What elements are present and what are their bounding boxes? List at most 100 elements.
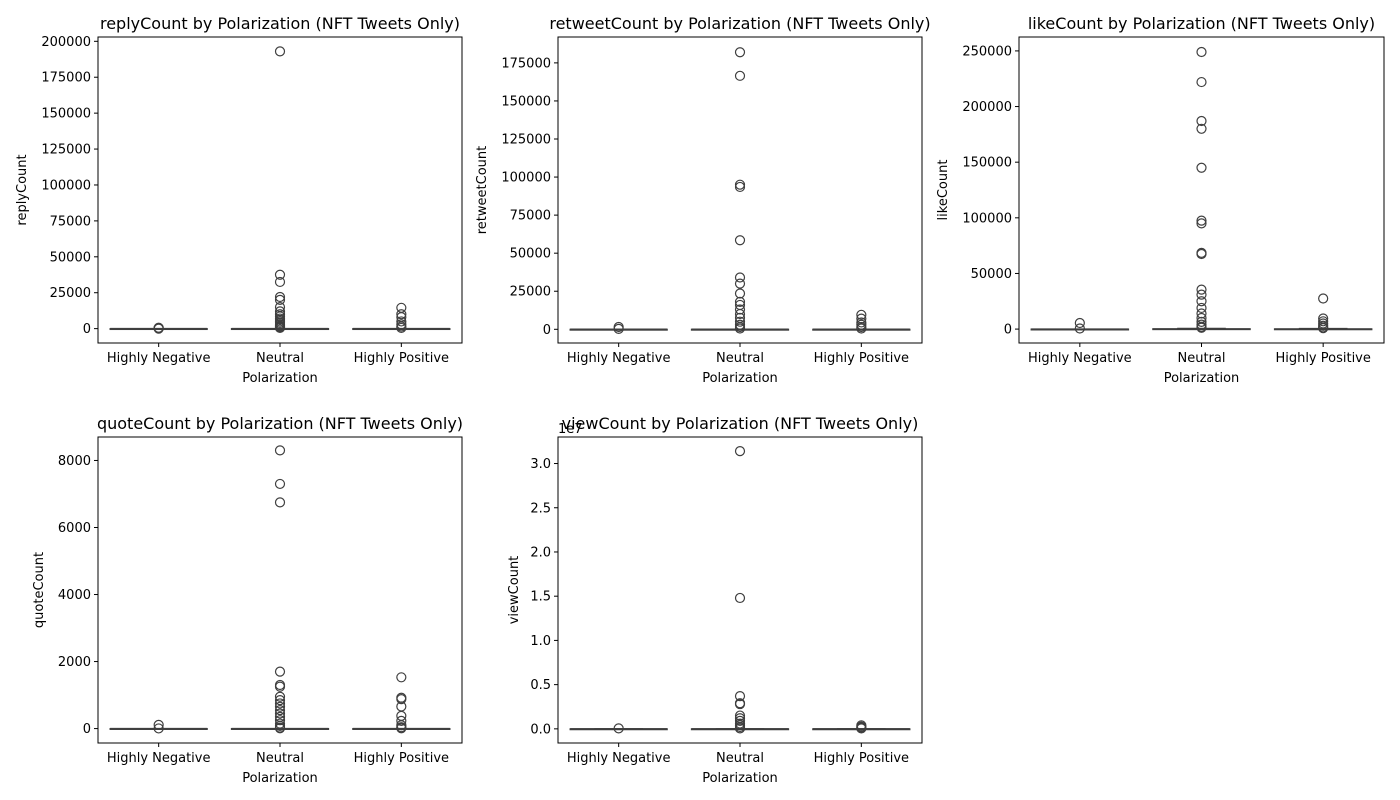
outlier-point [1196,308,1207,319]
subplot-2: 0 25000 50000 75000 100000 125000 150000 175000… [475,14,931,386]
y-tick-label: 2.5 [530,501,551,516]
chart-title: retweetCount by Polarization (NFT Tweets… [549,14,930,33]
axes-frame [557,436,923,744]
y-tick-label: 25000 [510,285,551,300]
outlier-point [734,691,746,702]
outlier-point [734,278,746,289]
outlier-point [1196,218,1207,229]
y-tick-label: 0 [83,322,91,337]
y-tick-label: 100000 [962,211,1012,226]
y-tick-label: 0.5 [530,678,551,693]
outlier-point [1074,323,1085,334]
outlier-point [274,497,286,508]
outlier-point [274,478,286,490]
x-axis-label: Polarization [242,771,318,786]
outlier-point [1196,289,1207,300]
y-tick-label: 125000 [41,143,91,158]
y-tick-label: 1.5 [530,590,551,605]
y-tick-label: 1.0 [530,634,551,649]
x-axis-label: Polarization [702,371,778,386]
outlier-point [396,309,407,320]
box-highly-negative [569,321,668,334]
chart-title: replyCount by Polarization (NFT Tweets O… [100,14,460,33]
box-neutral [230,445,330,734]
y-tick-label: 4000 [58,588,91,603]
y-tick-label: 75000 [50,214,91,229]
outlier-point [734,179,746,190]
y-tick-label: 6000 [58,521,91,536]
outlier-point [734,715,746,726]
outlier-point [734,308,746,320]
outlier-point [274,269,286,280]
box-highly-negative [569,723,668,734]
box-neutral [1152,46,1251,333]
outlier-point [734,304,746,315]
outlier-point [274,294,286,306]
outlier-point [274,276,286,288]
y-tick-label: 2.0 [530,545,551,560]
x-tick-label: Highly Negative [567,351,671,366]
box-highly-negative [1030,317,1130,334]
outlier-point [1196,296,1207,307]
outlier-point [734,288,746,299]
axes-frame [97,36,463,344]
x-tick-label: Neutral [1178,351,1226,366]
x-axis-label: Polarization [702,771,778,786]
subplot-3: 0 50000 100000 150000 200000 250000 Highly Neg… [936,14,1385,386]
axis-offset-label: 1e7 [558,422,583,437]
outlier-point [1196,115,1207,127]
outlier-point [613,323,624,334]
box-highly-positive [352,302,451,334]
outlier-point [274,322,286,334]
outlier-point [1196,316,1207,327]
box-highly-positive [812,720,911,734]
y-tick-label: 0 [83,722,91,737]
y-tick-label: 25000 [50,286,91,301]
outlier-point [734,181,746,193]
outlier-point [1318,293,1329,304]
chart-title: viewCount by Polarization (NFT Tweets On… [562,414,919,433]
outlier-point [274,666,286,677]
outlier-point [274,681,286,692]
outlier-point [274,723,286,734]
outlier-point [274,698,286,709]
x-tick-label: Neutral [716,351,764,366]
outlier-point [274,691,286,702]
y-tick-label: 100000 [41,178,91,193]
outlier-point [1196,302,1207,314]
y-tick-label: 0 [543,323,551,338]
box-highly-negative [109,719,208,734]
x-axis-label: Polarization [1164,371,1240,386]
y-tick-label: 50000 [971,267,1012,282]
outlier-point [396,316,407,327]
outlier-point [734,323,746,334]
outlier-point [274,46,286,57]
y-tick-label: 150000 [962,156,1012,171]
outlier-point [396,715,407,726]
y-tick-label: 0 [1004,323,1012,338]
outlier-point [153,322,164,333]
outlier-point [274,291,286,303]
box-highly-positive [1273,293,1373,334]
y-tick-label: 200000 [41,35,91,50]
y-tick-label: 3.0 [530,457,551,472]
box-highly-positive [812,309,911,334]
x-tick-label: Neutral [256,751,304,766]
box-neutral [690,446,790,734]
outlier-point [153,723,164,734]
outlier-point [274,445,286,456]
outlier-point [856,309,867,320]
y-tick-label: 75000 [510,209,551,224]
y-tick-label: 250000 [962,44,1012,59]
outlier-point [613,723,624,734]
x-tick-label: Highly Negative [107,351,211,366]
y-tick-label: 125000 [501,133,551,148]
outlier-point [734,235,746,246]
y-axis-label: quoteCount [32,552,47,628]
outlier-point [856,723,867,734]
y-tick-label: 100000 [501,171,551,186]
y-axis-label: replyCount [15,154,30,225]
x-tick-label: Highly Positive [814,351,909,366]
y-tick-label: 50000 [510,247,551,262]
